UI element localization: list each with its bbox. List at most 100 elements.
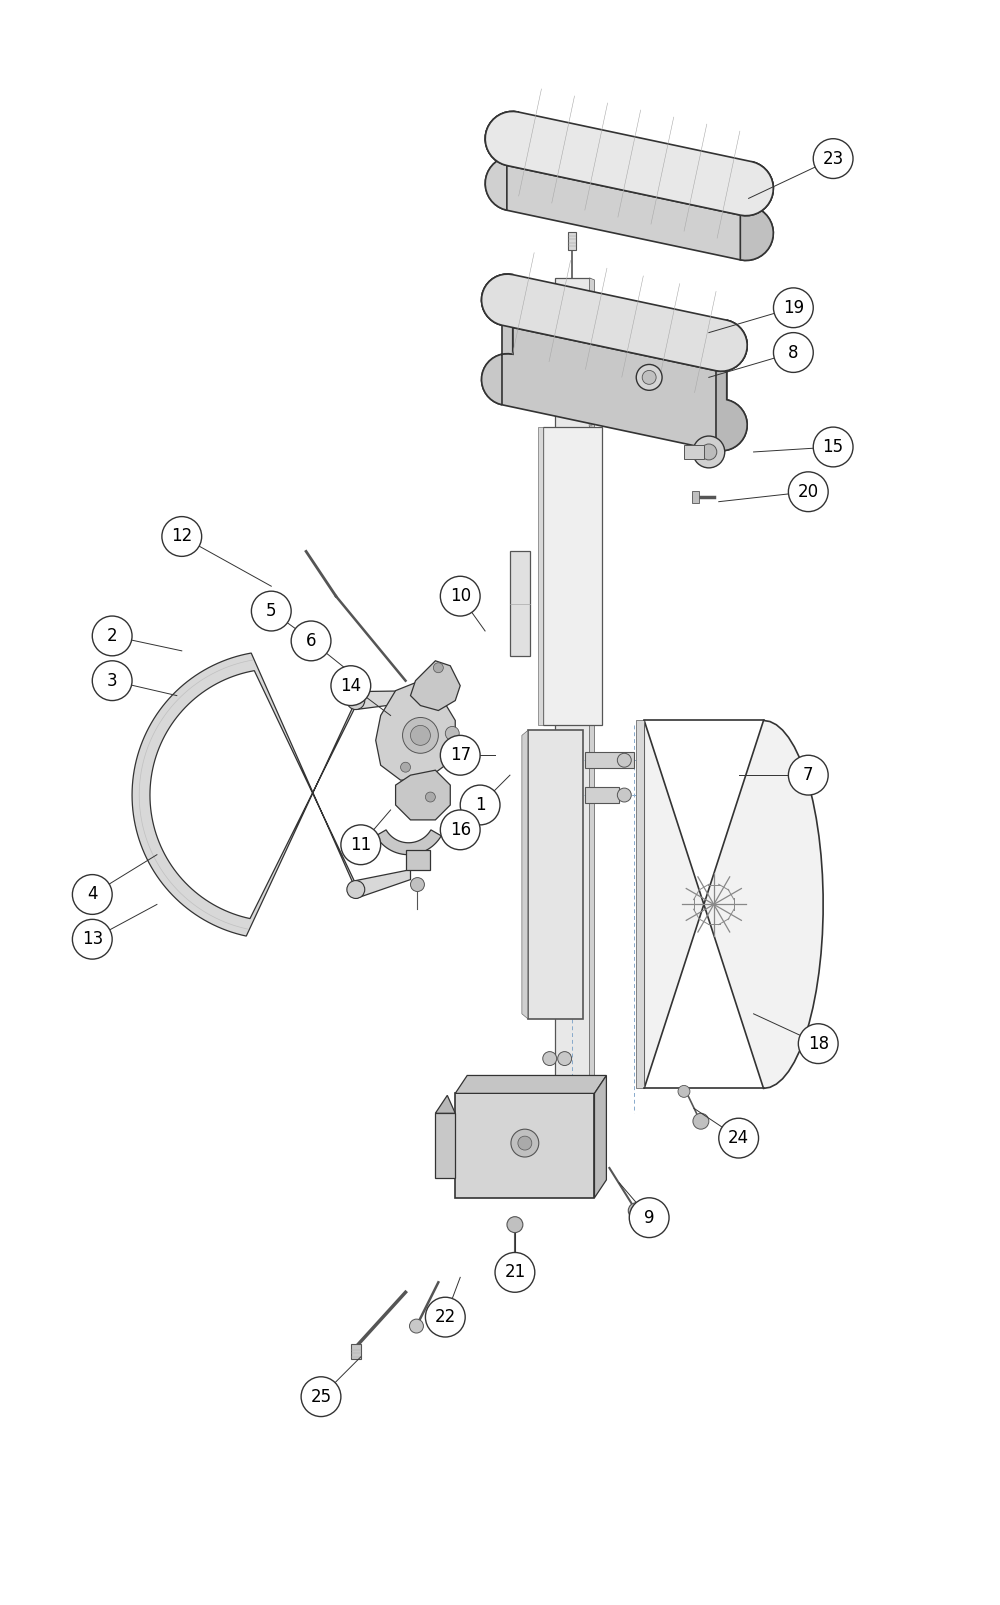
Polygon shape	[482, 274, 513, 404]
Circle shape	[72, 875, 112, 915]
Polygon shape	[376, 830, 441, 855]
Polygon shape	[485, 111, 773, 215]
Circle shape	[798, 1024, 838, 1064]
Polygon shape	[356, 870, 411, 899]
Text: 12: 12	[171, 528, 192, 546]
Circle shape	[403, 717, 438, 753]
Circle shape	[701, 445, 717, 461]
Circle shape	[92, 616, 132, 656]
Circle shape	[440, 576, 480, 616]
Bar	[589, 473, 592, 480]
Circle shape	[642, 371, 656, 384]
Circle shape	[719, 1119, 759, 1159]
Circle shape	[773, 332, 813, 372]
Bar	[589, 459, 592, 467]
Polygon shape	[538, 427, 543, 725]
Polygon shape	[485, 111, 518, 210]
Circle shape	[72, 920, 112, 960]
Circle shape	[558, 1051, 572, 1066]
Bar	[589, 337, 592, 345]
Circle shape	[693, 437, 725, 469]
Text: 18: 18	[808, 1035, 829, 1053]
Bar	[589, 433, 592, 440]
Bar	[589, 446, 592, 453]
Polygon shape	[740, 162, 773, 260]
Text: 3: 3	[107, 671, 117, 690]
Text: 23: 23	[823, 149, 844, 167]
Text: 1: 1	[475, 796, 485, 814]
Circle shape	[629, 1197, 669, 1237]
Circle shape	[507, 1217, 523, 1233]
Bar	[585, 753, 634, 769]
Circle shape	[693, 1114, 709, 1130]
Bar	[589, 351, 592, 358]
Polygon shape	[356, 690, 425, 709]
Bar	[692, 491, 699, 502]
Circle shape	[347, 881, 365, 899]
Text: 6: 6	[306, 632, 316, 650]
Polygon shape	[644, 721, 823, 1088]
Polygon shape	[594, 1075, 606, 1197]
Text: 22: 22	[435, 1308, 456, 1326]
Text: 20: 20	[798, 483, 819, 501]
Circle shape	[92, 661, 132, 700]
Polygon shape	[636, 721, 644, 1088]
Circle shape	[410, 1319, 423, 1334]
Circle shape	[162, 517, 202, 557]
Circle shape	[440, 811, 480, 849]
Circle shape	[411, 878, 424, 891]
Bar	[589, 364, 592, 372]
Bar	[589, 419, 592, 425]
Text: 19: 19	[783, 299, 804, 316]
Circle shape	[331, 666, 371, 706]
Circle shape	[251, 591, 291, 631]
Text: 9: 9	[644, 1209, 654, 1226]
Polygon shape	[528, 730, 583, 1019]
Circle shape	[341, 825, 381, 865]
Polygon shape	[543, 427, 602, 725]
Polygon shape	[482, 274, 747, 371]
Circle shape	[617, 788, 631, 802]
Polygon shape	[435, 1114, 455, 1178]
Circle shape	[511, 1130, 539, 1157]
Circle shape	[788, 472, 828, 512]
Text: 13: 13	[82, 931, 103, 949]
Polygon shape	[455, 1093, 594, 1197]
Polygon shape	[555, 278, 590, 1148]
Polygon shape	[406, 849, 430, 870]
Polygon shape	[510, 552, 530, 656]
Text: 7: 7	[803, 766, 814, 785]
Circle shape	[678, 1085, 690, 1098]
Bar	[585, 786, 619, 802]
Text: 21: 21	[504, 1263, 526, 1281]
Circle shape	[773, 287, 813, 327]
Circle shape	[518, 1136, 532, 1151]
Text: 24: 24	[728, 1130, 749, 1148]
Polygon shape	[590, 278, 594, 1151]
Polygon shape	[455, 1075, 606, 1093]
Polygon shape	[716, 319, 747, 451]
Circle shape	[495, 1252, 535, 1292]
Polygon shape	[482, 274, 747, 451]
Polygon shape	[376, 681, 455, 780]
Circle shape	[291, 621, 331, 661]
Circle shape	[440, 735, 480, 775]
Polygon shape	[132, 653, 356, 936]
Circle shape	[636, 364, 662, 390]
Circle shape	[411, 725, 430, 745]
Bar	[568, 233, 576, 250]
Circle shape	[425, 1297, 465, 1337]
Circle shape	[617, 753, 631, 767]
Circle shape	[813, 138, 853, 178]
Bar	[589, 392, 592, 400]
Text: 8: 8	[788, 343, 799, 361]
Circle shape	[401, 762, 411, 772]
Polygon shape	[522, 730, 528, 1019]
Circle shape	[813, 427, 853, 467]
Text: 10: 10	[450, 587, 471, 605]
Text: 16: 16	[450, 820, 471, 839]
Text: 4: 4	[87, 886, 98, 904]
Circle shape	[425, 791, 435, 802]
Circle shape	[347, 692, 365, 709]
Circle shape	[301, 1377, 341, 1417]
